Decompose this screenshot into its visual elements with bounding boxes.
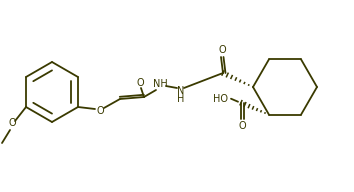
Text: H: H: [177, 94, 185, 104]
Text: O: O: [96, 106, 104, 116]
Text: O: O: [238, 121, 246, 131]
Text: O: O: [218, 45, 226, 55]
Text: HO: HO: [213, 94, 228, 104]
Text: NH: NH: [153, 79, 167, 89]
Text: O: O: [8, 118, 16, 128]
Text: O: O: [136, 78, 144, 88]
Text: N: N: [177, 86, 185, 96]
